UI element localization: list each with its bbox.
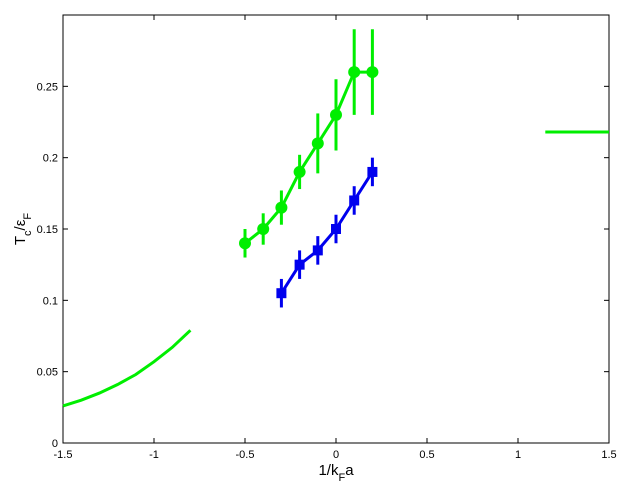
marker [367, 166, 378, 177]
y-tick-label: 0.25 [37, 81, 58, 93]
label-part: 1/k [318, 462, 339, 479]
x-tick-label: 1.5 [601, 449, 616, 461]
y-tick-label: 0.1 [43, 295, 58, 307]
marker [239, 237, 251, 250]
marker [275, 201, 288, 214]
x-tick-label: -1 [149, 449, 159, 461]
marker [293, 165, 306, 178]
y-tick-label: 0.05 [37, 367, 58, 379]
label-part: F [338, 472, 345, 484]
marker [257, 223, 270, 235]
marker [312, 245, 323, 256]
label-part: T [12, 236, 29, 245]
y-tick-label: 0.2 [43, 153, 58, 165]
x-tick-label: 1 [515, 449, 521, 461]
marker [348, 66, 361, 79]
label-part: a [345, 462, 354, 479]
marker [294, 259, 305, 270]
marker [331, 224, 341, 234]
marker [366, 66, 379, 79]
y-tick-label: 0 [52, 438, 58, 450]
x-tick-label: 0 [333, 449, 339, 461]
label-part: /ε [12, 219, 29, 230]
y-axis-label: Tc/εF [12, 213, 34, 246]
marker [276, 288, 287, 299]
marker [349, 195, 360, 206]
x-tick-label: 0.5 [419, 449, 434, 461]
line [62, 329, 192, 408]
y-tick-label: 0.15 [37, 224, 58, 236]
x-tick-label: -0.5 [236, 449, 255, 461]
marker [311, 137, 324, 150]
label-part: F [22, 213, 34, 220]
x-axis-label: 1/kFa [318, 462, 354, 484]
marker [330, 108, 342, 121]
x-tick-label: -1.5 [54, 449, 73, 461]
label-part: c [22, 230, 34, 236]
